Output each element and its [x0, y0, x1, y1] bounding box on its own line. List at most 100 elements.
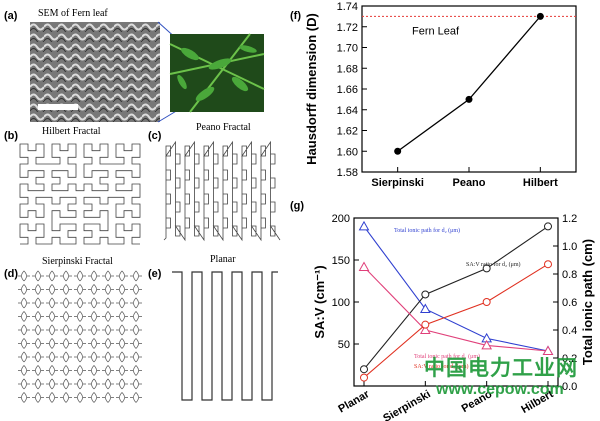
sierpinski-cell: [102, 311, 114, 322]
sierpinski-cell: [60, 324, 72, 336]
sierpinski-cell: [60, 351, 72, 363]
y-tick-label: 1.74: [337, 1, 358, 13]
series-line: [363, 266, 549, 352]
sierpinski-cell: [18, 324, 30, 336]
data-point-triangle: [358, 220, 370, 231]
sierpinski-cell: [46, 338, 58, 349]
sierpinski-cell: [88, 311, 100, 322]
y-right-tick-label: 0.6: [562, 297, 577, 309]
sierpinski-cell: [88, 392, 100, 403]
sierpinski-cell: [18, 297, 30, 309]
sierpinski-cell: [18, 338, 30, 349]
data-point-circle: [360, 365, 368, 374]
sierpinski-cell: [102, 270, 114, 282]
sierpinski-cell: [32, 392, 44, 403]
y-tick-label: 1.64: [337, 105, 358, 117]
peano-path: [163, 140, 281, 242]
sierpinski-cell: [116, 270, 128, 282]
hausdorff-chart: 1.58 1.60 1.62 1.64 1.66 1.68 1.70 1.72 1.74 Sier…: [304, 1, 577, 189]
sierpinski-cell: [32, 284, 44, 295]
y-left-tick-label: 200: [332, 213, 350, 225]
sierpinski-cell: [116, 378, 128, 390]
sierpinski-cell: [88, 270, 100, 282]
sierpinski-cell: [74, 392, 86, 403]
data-point-circle: [421, 320, 430, 329]
y-left-tick-label: 150: [332, 255, 350, 267]
sierpinski-cell: [18, 351, 30, 363]
sierpinski-cell: [32, 365, 44, 376]
y-tick-label: 1.72: [337, 22, 358, 34]
sem-image: [30, 22, 160, 122]
sierpinski-cell: [46, 378, 58, 390]
y-right-axis-label: Total ionic path (cm): [580, 239, 595, 365]
sierpinski-cell: [60, 311, 72, 322]
sierpinski-cell: [18, 365, 30, 376]
y-left-tick-label: 100: [332, 297, 350, 309]
y-tick-label: 1.70: [337, 43, 358, 55]
sierpinski-cell: [60, 365, 72, 376]
y-right-tick-label: 1.0: [562, 241, 577, 253]
panel-a-label: (a): [4, 10, 18, 22]
fern-photo: [169, 33, 265, 113]
panel-e-caption: Planar: [210, 254, 236, 265]
sierpinski-cell: [130, 297, 142, 309]
y-tick-label: 1.58: [337, 167, 358, 179]
sierpinski-cell: [102, 297, 114, 309]
y-right-tick-label: 0.2: [562, 353, 577, 365]
peano-fractal: [163, 140, 281, 242]
sierpinski-cell: [88, 284, 100, 295]
watermark-url: www.cepow.com: [436, 381, 564, 398]
sierpinski-cell: [116, 351, 128, 363]
series-annotation: Total ionic path for d₂ (μm): [394, 227, 460, 234]
sierpinski-cell: [102, 324, 114, 336]
series-line: [363, 263, 549, 379]
sierpinski-cell: [102, 365, 114, 376]
sierpinski-cell: [18, 392, 30, 403]
panel-a-caption: SEM of Fern leaf: [38, 8, 108, 19]
sierpinski-cell: [46, 392, 58, 403]
panel-f-label: (f): [290, 10, 301, 22]
sierpinski-cell: [32, 270, 44, 282]
panel-b-caption: Hilbert Fractal: [42, 126, 101, 137]
data-point: [536, 12, 544, 20]
sierpinski-cell: [88, 365, 100, 376]
sierpinski-cell: [88, 338, 100, 349]
x-tick-label: Hilbert: [523, 177, 558, 189]
sierpinski-cell: [46, 324, 58, 336]
sierpinski-cell: [46, 311, 58, 322]
hilbert-path: [19, 143, 141, 245]
panel-c-caption: Peano Fractal: [196, 122, 251, 133]
sierpinski-cell: [74, 378, 86, 390]
data-point-triangle: [419, 303, 431, 313]
sierpinski-cell: [74, 351, 86, 363]
sierpinski-cell: [102, 338, 114, 349]
data-point-circle: [544, 222, 552, 231]
scale-bar: [38, 104, 78, 110]
sierpinski-cell: [116, 338, 128, 349]
sierpinski-cell: [32, 378, 44, 390]
hilbert-fractal: [19, 143, 141, 245]
data-point-circle: [482, 264, 491, 273]
y-right-tick-label: 0.0: [562, 381, 577, 393]
data-point-circle: [421, 290, 430, 299]
sierpinski-cell: [60, 378, 72, 390]
series-line: [363, 226, 549, 352]
series-annotation: Total ionic path for d₁ (μm): [414, 353, 480, 360]
data-point-triangle: [419, 324, 431, 334]
panel-g-label: (g): [290, 200, 305, 212]
sierpinski-cell: [88, 351, 100, 363]
sierpinski-cell: [88, 297, 100, 309]
sierpinski-cell: [116, 392, 128, 403]
panel-b-label: (b): [4, 130, 19, 142]
series-annotation: SA:V ratio for d₁ (μm): [414, 363, 469, 370]
y-axis-label: Hausdorff dimension (D): [304, 13, 319, 165]
sierpinski-cell: [60, 338, 72, 349]
sierpinski-cell: [74, 284, 86, 295]
x-tick-label: Peano: [452, 177, 485, 189]
sierpinski-cell: [32, 324, 44, 336]
sierpinski-cell: [46, 284, 58, 295]
y-tick-label: 1.62: [337, 126, 358, 138]
sierpinski-cell: [74, 324, 86, 336]
data-point-circle: [482, 298, 491, 306]
panel-d-label: (d): [4, 268, 19, 280]
